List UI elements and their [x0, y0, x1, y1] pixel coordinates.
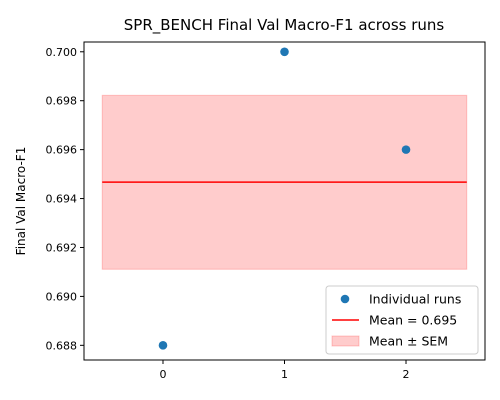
- y-tick-label: 0.696: [46, 144, 78, 157]
- data-point: [158, 341, 168, 350]
- y-tick-label: 0.690: [46, 290, 78, 303]
- legend-marker-band: [331, 335, 360, 347]
- x-tick-label: 2: [403, 368, 410, 381]
- y-tick-label: 0.694: [46, 193, 78, 206]
- y-tick-label: 0.698: [46, 95, 78, 108]
- y-tick-label: 0.700: [46, 46, 78, 59]
- x-tick-label: 1: [281, 368, 288, 381]
- legend-marker-points: [340, 294, 350, 304]
- chart-title: SPR_BENCH Final Val Macro-F1 across runs: [124, 16, 445, 35]
- x-tick-label: 0: [159, 368, 166, 381]
- legend-box: [325, 285, 479, 355]
- legend-label: Mean ± SEM: [369, 334, 448, 349]
- legend-label: Individual runs: [369, 292, 461, 307]
- data-point: [401, 145, 411, 154]
- legend-label: Mean = 0.695: [369, 313, 457, 328]
- data-point: [280, 47, 289, 57]
- y-tick-label: 0.692: [46, 241, 78, 254]
- y-tick-label: 0.688: [46, 339, 78, 352]
- y-axis-label: Final Val Macro-F1: [14, 147, 28, 256]
